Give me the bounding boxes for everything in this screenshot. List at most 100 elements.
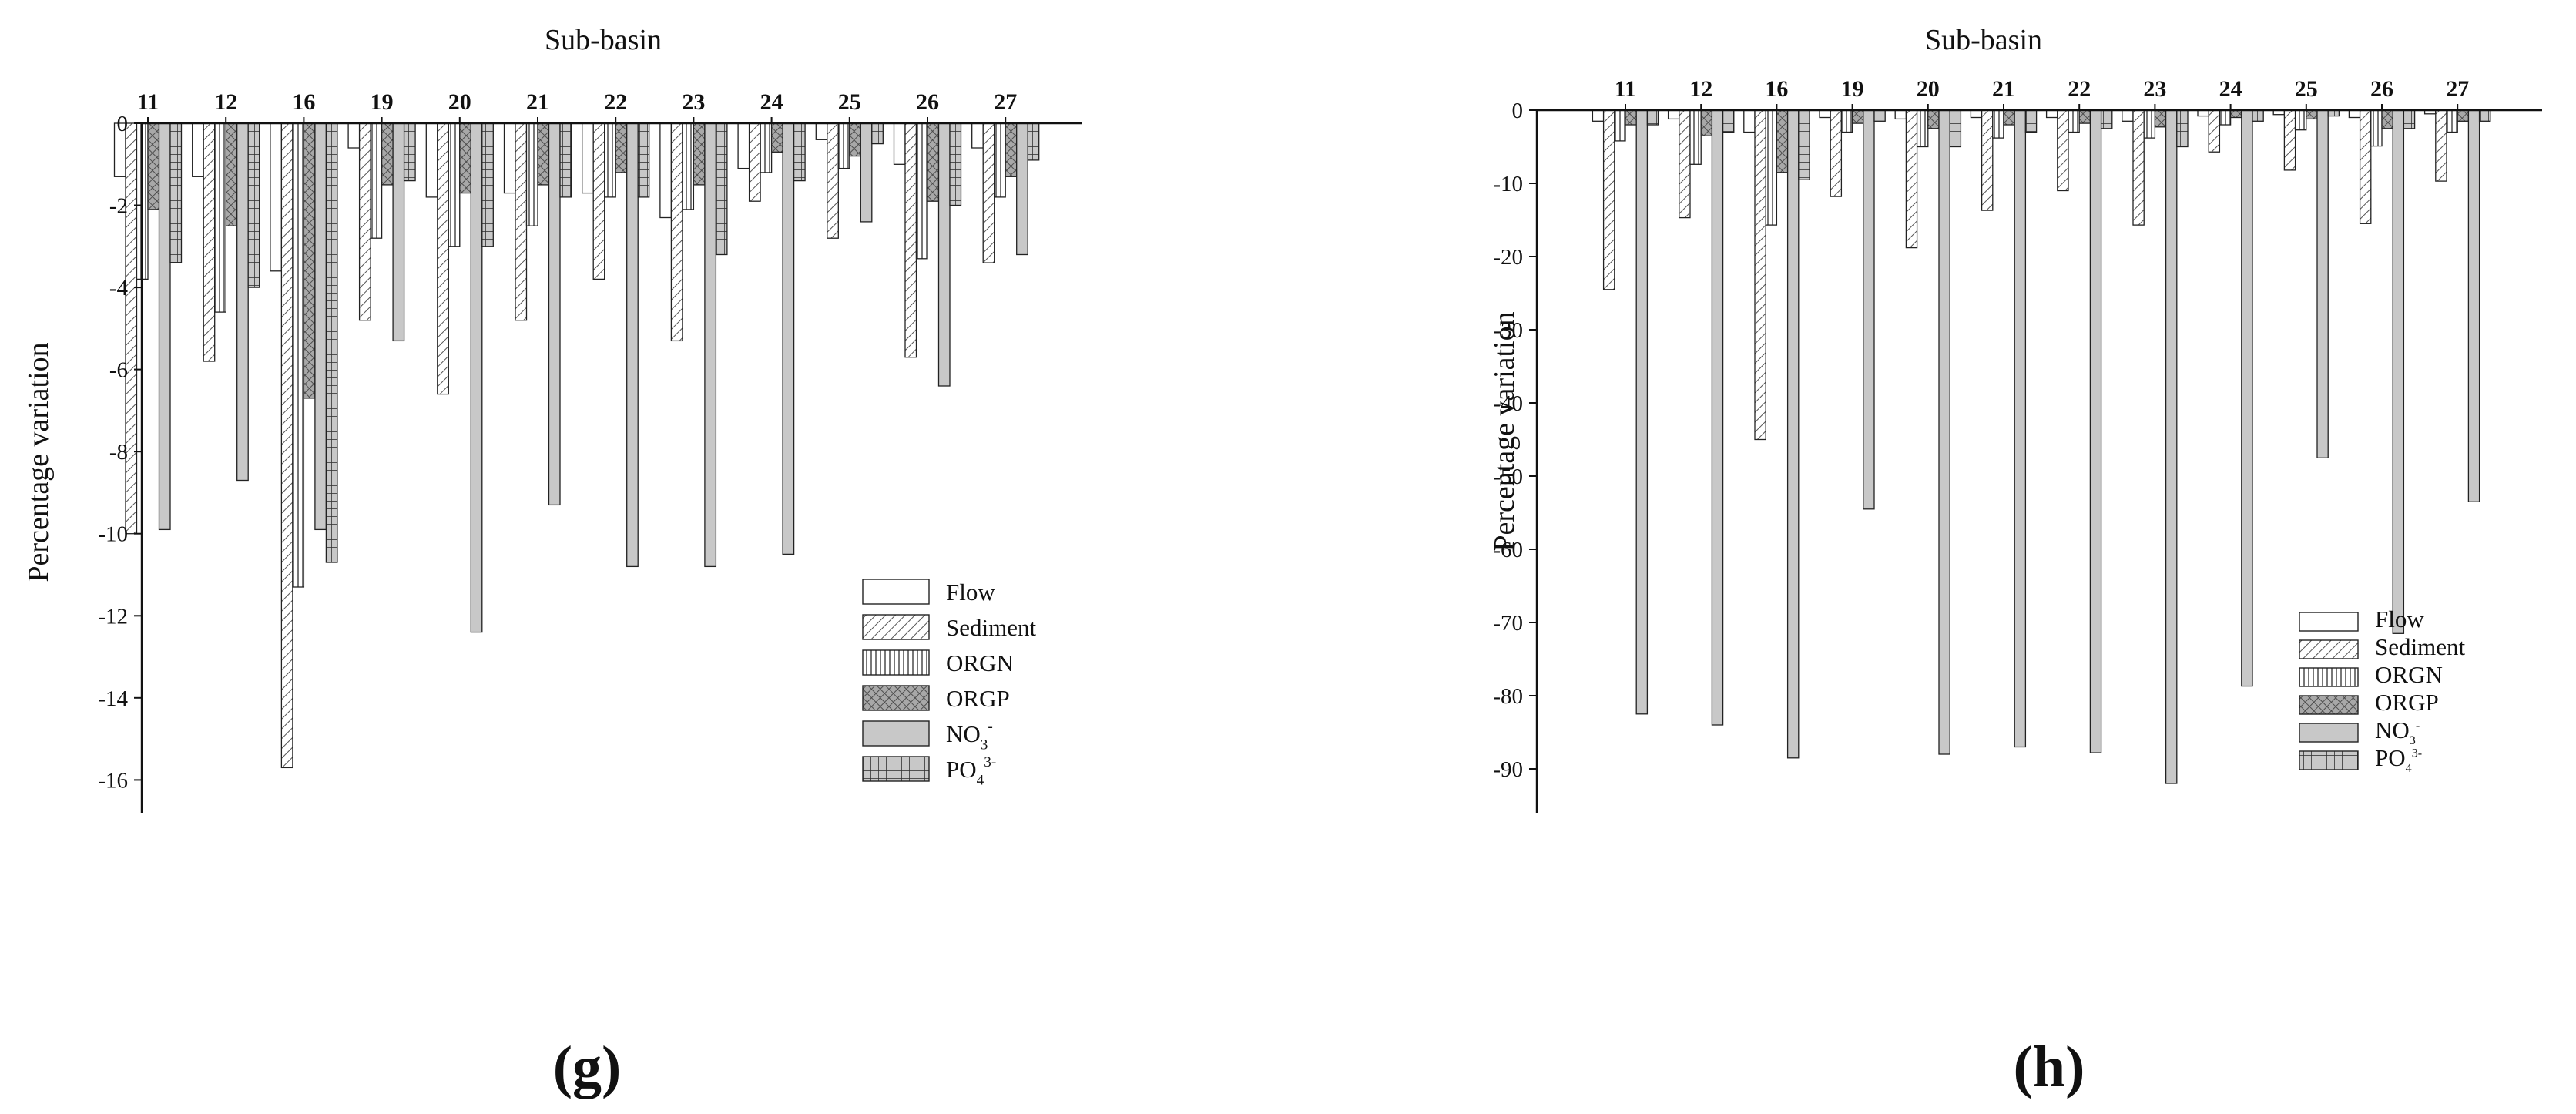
- x-tick-label-12: 12: [1689, 76, 1712, 102]
- x-tick-label-20: 20: [448, 89, 471, 115]
- x-tick-label-21: 21: [1992, 76, 2015, 102]
- bar-orgp-21: [2003, 109, 2015, 126]
- bar-orgn-27: [994, 122, 1006, 198]
- bar-sediment-23: [2132, 109, 2145, 226]
- bar-no3-27: [2467, 109, 2480, 502]
- bar-flow-16: [270, 122, 283, 272]
- legend-swatch-orgp: [862, 685, 930, 711]
- bar-po4-12: [247, 122, 260, 288]
- bar-orgn-21: [1992, 109, 2004, 139]
- y-tick-label--30: -30: [1493, 318, 1523, 343]
- bar-flow-16: [1743, 109, 1756, 133]
- chart-g-plot: 11 12 16 19 20 21 22 23 24 25 26 27 0 -2 -4 -6 -8 -10 -12 -…: [98, 89, 1082, 813]
- bar-po4-23: [715, 122, 728, 256]
- bar-orgn-22: [2068, 109, 2080, 133]
- chart-h-plot: 11 12 16 19 20 21 22 23 24 25 26 27 0 -10 -20 -30 -40 -50…: [1493, 76, 2542, 813]
- bar-sediment-20: [1905, 109, 1918, 249]
- bar-po4-16: [1798, 109, 1810, 180]
- bar-po4-19: [403, 122, 416, 182]
- bar-orgp-26: [927, 122, 940, 202]
- bar-po4-11: [169, 122, 183, 263]
- x-tick-label-22: 22: [2068, 76, 2091, 102]
- bar-orgn-27: [2446, 109, 2458, 133]
- x-tick-label-20: 20: [1917, 76, 1940, 102]
- bar-po4-26: [2403, 109, 2416, 129]
- bar-sediment-26: [2359, 109, 2372, 224]
- bar-po4-20: [1949, 109, 1962, 148]
- y-tick-label--2: -2: [109, 194, 128, 219]
- bar-orgn-26: [2370, 109, 2383, 147]
- x-tick-label-27: 27: [2446, 76, 2469, 102]
- bar-orgp-26: [2381, 109, 2393, 129]
- bar-po4-27: [2478, 109, 2491, 122]
- bar-orgp-23: [2154, 109, 2167, 128]
- bar-no3-19: [1863, 109, 1875, 510]
- bar-orgn-25: [2294, 109, 2307, 131]
- bar-orgn-12: [214, 122, 226, 313]
- bar-po4-24: [793, 122, 806, 182]
- bar-no3-21: [548, 122, 561, 506]
- bar-no3-22: [626, 122, 639, 568]
- x-tick-label-24: 24: [760, 89, 783, 115]
- chart-h-panel-label: (h): [2014, 1035, 2085, 1099]
- bar-no3-24: [782, 122, 795, 555]
- x-tick-label-12: 12: [214, 89, 237, 115]
- bar-sediment-11: [1602, 109, 1615, 290]
- bar-orgn-23: [2143, 109, 2156, 139]
- bar-po4-26: [949, 122, 962, 206]
- bar-no3-12: [1711, 109, 1724, 726]
- y-tick-label--90: -90: [1493, 757, 1523, 782]
- chart-h-ylabel: Percentage variation: [1488, 311, 1521, 551]
- bar-flow-22: [2045, 109, 2058, 119]
- bar-orgp-24: [2229, 109, 2242, 119]
- bar-orgp-11: [1625, 109, 1637, 126]
- bar-flow-26: [893, 122, 906, 165]
- bar-sediment-16: [1754, 109, 1766, 441]
- y-tick-label-0: 0: [1512, 99, 1524, 123]
- legend-swatch-flow: [862, 579, 930, 605]
- bar-flow-24: [737, 122, 750, 169]
- bar-no3-23: [2165, 109, 2178, 784]
- x-tick-label-19: 19: [371, 89, 394, 115]
- bar-no3-16: [1786, 109, 1800, 759]
- y-tick-label--6: -6: [109, 358, 128, 383]
- y-tick-label--60: -60: [1493, 538, 1523, 562]
- bar-no3-21: [2014, 109, 2027, 748]
- legend-label-sediment: Sediment: [946, 614, 1036, 641]
- bar-flow-11: [1592, 109, 1605, 122]
- bar-sediment-19: [1830, 109, 1843, 197]
- bar-sediment-22: [2057, 109, 2069, 192]
- bar-orgn-16: [1765, 109, 1778, 226]
- legend-swatch-flow: [2299, 612, 2359, 632]
- legend-label-po4: PO43-: [946, 754, 996, 788]
- bar-sediment-25: [2283, 109, 2296, 171]
- bar-orgn-16: [292, 122, 305, 588]
- legend-swatch-no3: [2299, 723, 2359, 743]
- y-tick-label--80: -80: [1493, 684, 1523, 709]
- legend-swatch-po4: [2299, 750, 2359, 770]
- chart-g-title: Sub-basin: [545, 24, 662, 56]
- bar-no3-20: [1938, 109, 1950, 755]
- bar-po4-22: [2100, 109, 2113, 129]
- bar-no3-16: [314, 122, 327, 531]
- y-tick-label--20: -20: [1493, 245, 1523, 270]
- y-tick-label--14: -14: [98, 686, 128, 711]
- bar-orgn-11: [1614, 109, 1626, 142]
- y-tick-label--40: -40: [1493, 391, 1523, 416]
- bar-po4-20: [481, 122, 494, 247]
- y-tick-label--10: -10: [98, 522, 128, 547]
- bar-sediment-12: [1679, 109, 1691, 219]
- x-tick-label-22: 22: [604, 89, 627, 115]
- x-tick-label-23: 23: [2143, 76, 2166, 102]
- y-tick-label--16: -16: [98, 768, 128, 793]
- bar-orgp-19: [381, 122, 394, 186]
- bar-orgp-20: [459, 122, 471, 194]
- y-tick-label-0: 0: [117, 112, 129, 136]
- bar-flow-12: [192, 122, 204, 177]
- bar-orgp-21: [537, 122, 550, 186]
- bar-orgp-12: [225, 122, 238, 226]
- bar-sediment-22: [592, 122, 605, 280]
- chart-g-ylabel: Percentage variation: [22, 342, 55, 582]
